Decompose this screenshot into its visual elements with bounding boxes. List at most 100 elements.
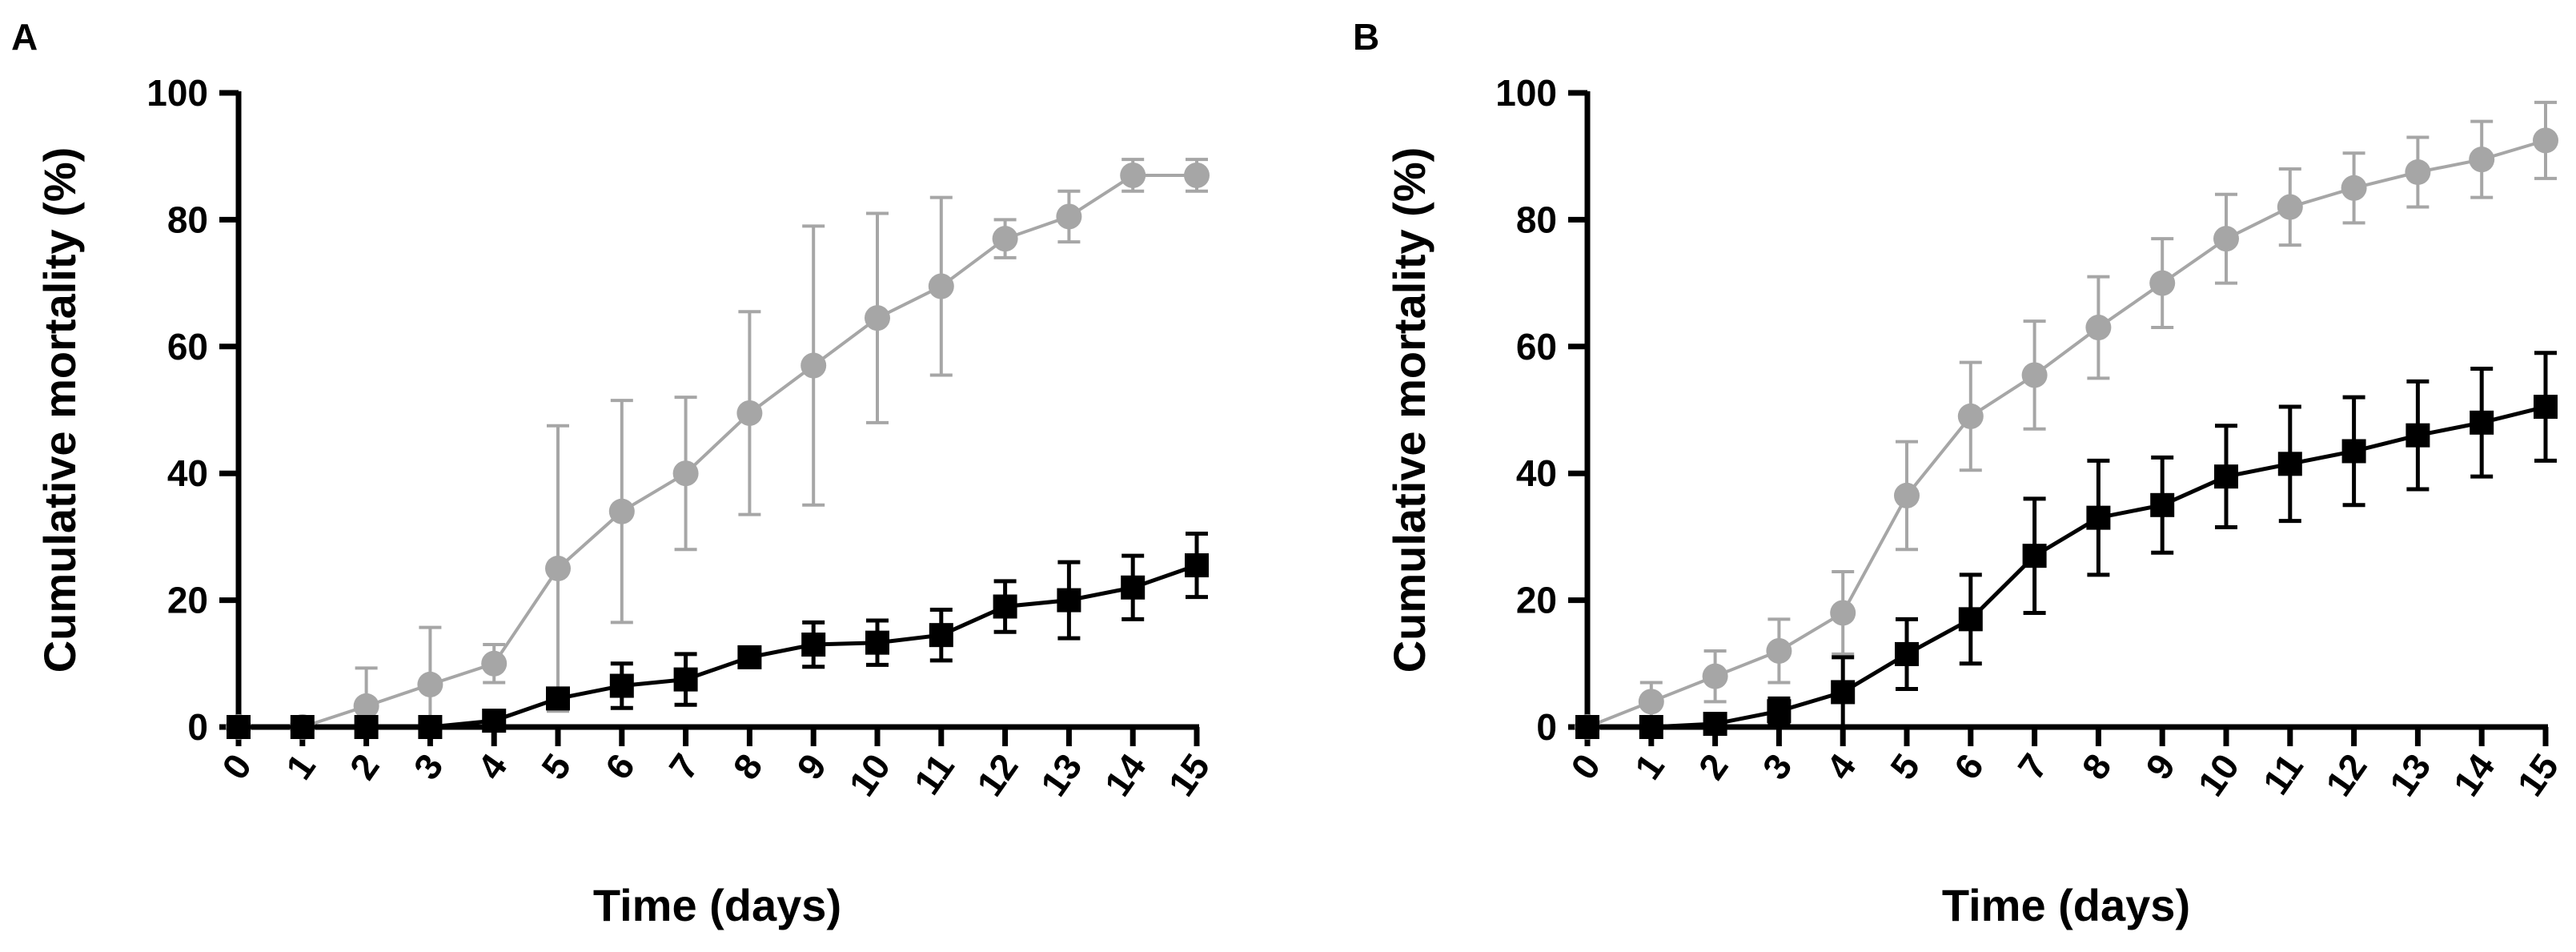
series-black-square [227,531,1209,739]
x-tick-label: 3 [405,746,451,787]
data-point [2405,159,2431,185]
y-tick-label: 20 [1516,580,1557,621]
data-point [1894,482,1920,508]
x-tick-label: 1 [1627,746,1672,787]
data-point [1767,699,1792,724]
data-point [481,650,508,677]
x-tick-label: 2 [342,746,387,787]
x-tick-label: 6 [1946,746,1992,787]
y-axis-title: Cumulative mortality (%) [1384,147,1434,673]
data-point [992,226,1018,252]
x-tick-label: 14 [1096,746,1154,804]
x-tick-label: 11 [905,746,961,802]
data-point [1120,162,1146,188]
y-tick-label: 80 [1516,199,1557,240]
data-point [1957,403,1984,429]
data-point [290,715,315,739]
series-line [1587,139,2546,729]
data-point [482,709,507,733]
y-tick-label: 20 [167,580,208,621]
data-point [2469,147,2495,173]
x-axis-title: Time (days) [1942,880,2190,930]
data-point [1057,588,1081,613]
y-axis-title: Cumulative mortality (%) [34,147,85,673]
series-line [239,563,1198,729]
data-point [1121,575,1146,600]
data-point [2470,410,2494,435]
x-tick-label: 15 [1160,746,1218,804]
data-point [2149,270,2176,296]
y-tick-label: 0 [1536,706,1557,748]
data-point [353,693,379,719]
data-point [929,623,953,648]
data-point [1831,680,1856,705]
x-tick-label: 5 [1882,746,1928,787]
x-tick-label: 14 [2445,746,2502,804]
data-point [1830,600,1856,626]
x-tick-label: 2 [1691,746,1736,787]
data-point [418,715,443,739]
data-point [2214,464,2238,489]
x-tick-label: 1 [278,746,323,787]
data-point [1185,553,1209,578]
y-tick-label: 0 [187,706,208,748]
data-point [2085,315,2112,341]
x-tick-label: 8 [2073,746,2119,787]
panel-label: A [11,16,38,58]
data-point [1575,715,1599,739]
data-point [2533,127,2558,154]
x-tick-label: 4 [1818,746,1864,787]
series-line [239,174,1197,729]
x-tick-label: 9 [2137,746,2183,787]
data-point [1702,663,1728,689]
x-tick-label: 12 [969,746,1026,804]
data-point [1958,607,1983,632]
data-point [673,667,698,692]
x-tick-label: 7 [661,746,707,787]
data-point [1895,641,1919,666]
data-point [1703,712,1727,737]
data-point [865,305,890,331]
data-point [2150,492,2175,517]
data-point [865,630,889,655]
x-tick-label: 7 [2010,746,2056,787]
x-tick-label: 13 [2381,746,2439,804]
x-tick-label: 10 [841,746,898,804]
x-tick-label: 12 [2317,746,2375,804]
data-point [227,715,251,739]
data-point [672,460,699,487]
data-point [2022,544,2047,568]
series-gray-circle [1575,100,2558,740]
x-tick-label: 4 [469,746,516,787]
data-point [608,498,635,524]
data-point [609,673,634,698]
y-tick-label: 100 [146,72,208,114]
data-point [2277,452,2302,476]
data-point [354,715,379,739]
data-point [2341,439,2366,464]
data-point [546,686,570,711]
series-line [1587,404,2546,729]
data-point [1056,203,1082,230]
data-point [2405,423,2430,448]
data-point [417,671,443,697]
data-point [2341,175,2367,201]
y-tick-label: 60 [1516,326,1557,368]
data-point [2213,226,2239,252]
x-tick-label: 11 [2254,746,2310,802]
data-point [737,645,762,669]
data-point [1638,689,1664,715]
data-point [2021,362,2048,388]
data-point [1766,637,1792,664]
data-point [736,400,763,426]
data-point [545,556,571,581]
x-tick-label: 9 [788,746,834,787]
x-tick-label: 3 [1754,746,1800,787]
x-tick-label: 5 [533,746,579,787]
data-point [1639,715,1663,739]
data-point [2277,194,2303,220]
y-tick-label: 40 [167,452,208,494]
x-tick-label: 13 [1033,746,1090,804]
